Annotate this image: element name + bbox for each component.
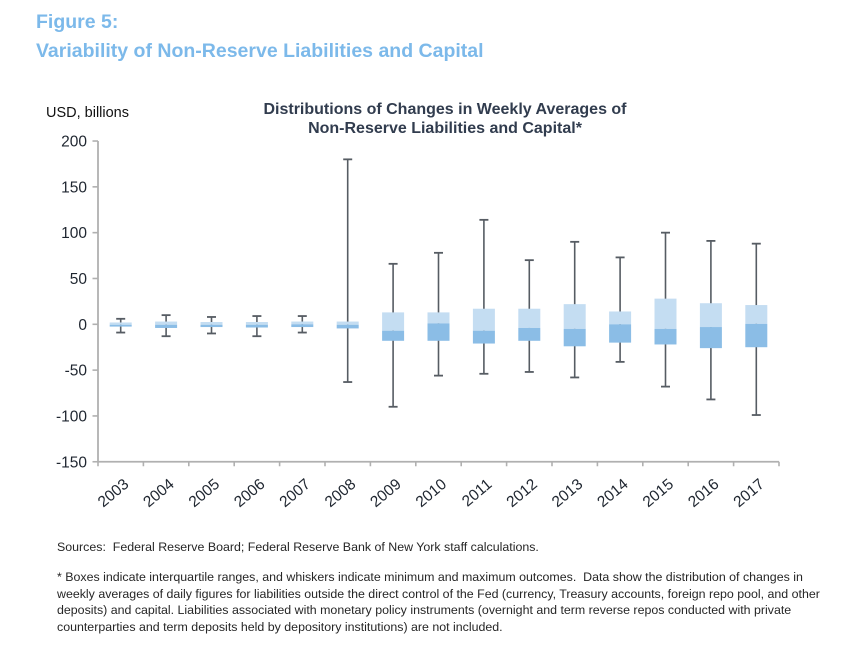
- x-label-2012: 2012: [504, 476, 541, 511]
- box-lower-2004: [155, 324, 178, 328]
- box-lower-2010: [427, 323, 450, 341]
- y-tick-label: 50: [70, 271, 88, 288]
- x-label-2009: 2009: [367, 476, 404, 511]
- box-upper-2017: [745, 305, 768, 324]
- x-label-2013: 2013: [549, 476, 586, 511]
- x-label-2006: 2006: [231, 476, 268, 511]
- y-tick-label: -150: [56, 454, 87, 471]
- box-lower-2013: [563, 328, 586, 347]
- box-lower-2014: [609, 324, 632, 343]
- x-label-2005: 2005: [186, 476, 223, 511]
- figure-title: Variability of Non-Reserve Liabilities a…: [36, 39, 484, 62]
- y-tick-label: 0: [78, 317, 87, 334]
- chart-title: Distributions of Changes in Weekly Avera…: [200, 101, 690, 138]
- x-label-2011: 2011: [459, 476, 495, 510]
- box-lower-2005: [200, 324, 223, 328]
- figure-label: Figure 5:: [36, 11, 119, 33]
- y-tick-label: 150: [61, 179, 87, 196]
- box-lower-2017: [745, 323, 768, 348]
- x-label-2010: 2010: [413, 476, 451, 511]
- y-axis-unit-label: USD, billions: [46, 105, 129, 121]
- box-upper-2010: [427, 312, 450, 324]
- box-lower-2011: [472, 330, 495, 344]
- chart-title-line-1: Distributions of Changes in Weekly Avera…: [263, 101, 627, 118]
- box-upper-2009: [382, 312, 405, 331]
- box-upper-2016: [699, 303, 722, 328]
- box-lower-2012: [518, 327, 541, 341]
- y-tick-label: 100: [61, 225, 87, 242]
- x-label-2015: 2015: [640, 476, 677, 511]
- box-lower-2007: [291, 324, 314, 328]
- y-tick-label: -50: [65, 363, 88, 380]
- y-tick-label: 200: [61, 134, 87, 151]
- x-label-2008: 2008: [322, 476, 359, 511]
- figure-heading: Figure 5: Variability of Non-Reserve Liab…: [36, 8, 484, 65]
- footnote-text: * Boxes indicate interquartile ranges, a…: [57, 570, 824, 634]
- x-label-2003: 2003: [95, 476, 132, 511]
- boxplot-svg: 200 150 100 50 0 -50 -100 -150 2003 2004 2005 2006 2…: [56, 134, 780, 511]
- box-lower-2009: [382, 330, 405, 341]
- y-tick-label: -100: [56, 408, 87, 425]
- box-upper-2005: [200, 322, 223, 325]
- box-upper-2015: [654, 298, 677, 329]
- box-upper-2003: [109, 322, 132, 325]
- box-upper-2013: [563, 304, 586, 329]
- box-upper-2004: [155, 321, 178, 325]
- box-upper-2014: [609, 311, 632, 325]
- x-label-2007: 2007: [277, 476, 314, 511]
- x-label-2004: 2004: [140, 476, 178, 511]
- box-lower-2003: [109, 324, 132, 327]
- sources-line: Sources: Federal Reserve Board; Federal …: [57, 540, 539, 554]
- box-lower-2008: [336, 324, 359, 329]
- x-label-2016: 2016: [685, 476, 722, 511]
- box-upper-2008: [336, 321, 359, 325]
- x-label-2017: 2017: [731, 476, 768, 511]
- box-lower-2016: [699, 327, 722, 349]
- box-lower-2006: [245, 324, 268, 328]
- box-upper-2011: [472, 308, 495, 331]
- box-upper-2012: [518, 308, 541, 328]
- x-label-2014: 2014: [594, 476, 632, 511]
- box-upper-2006: [245, 322, 268, 325]
- box-lower-2015: [654, 328, 677, 345]
- chart-title-line-2: Non-Reserve Liabilities and Capital*: [308, 119, 582, 137]
- box-upper-2007: [291, 321, 314, 325]
